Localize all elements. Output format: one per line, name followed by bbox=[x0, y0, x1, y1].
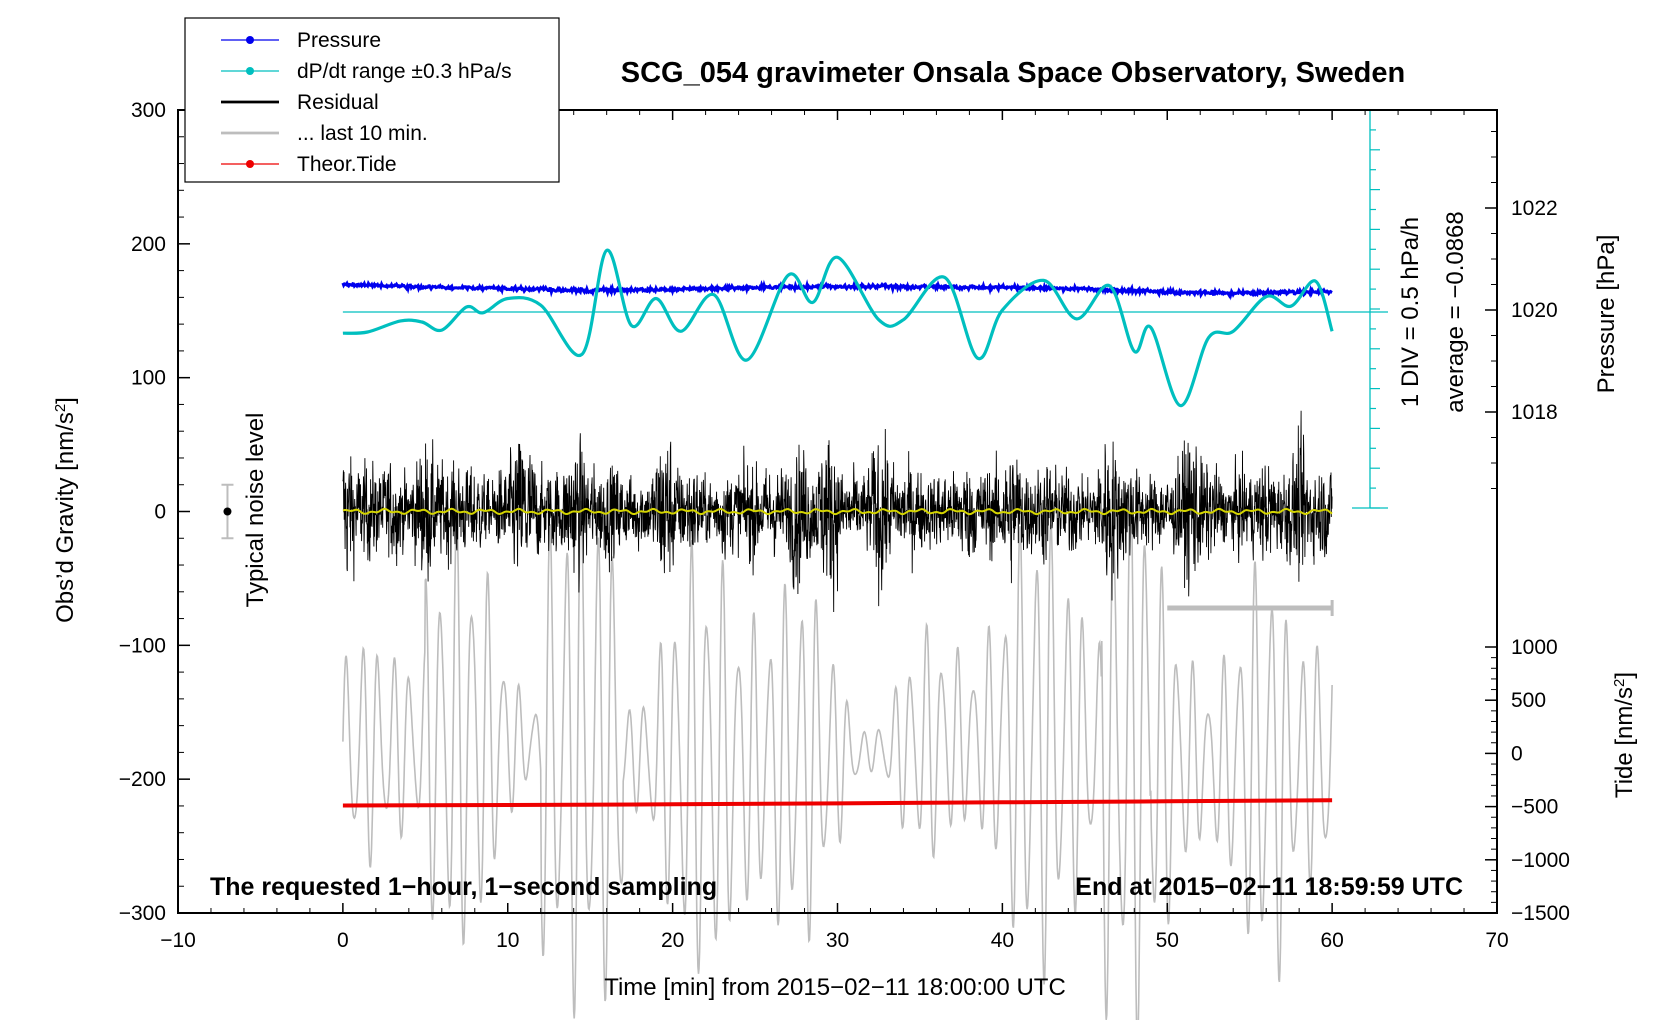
x-tick-label: 30 bbox=[826, 929, 849, 952]
data-layer bbox=[221, 109, 1388, 1020]
series-residual bbox=[342, 410, 1333, 613]
frame-layer bbox=[177, 109, 1498, 914]
dpdt-scale-label: 1 DIV = 0.5 hPa/h bbox=[1397, 217, 1424, 407]
text-layer: SCG_054 gravimeter Onsala Space Observat… bbox=[52, 57, 1639, 1001]
pressure-tick-label: 1022 bbox=[1511, 197, 1558, 220]
bottom-right-note: End at 2015−02−11 18:59:59 UTC bbox=[1075, 873, 1463, 901]
noise-level-label: Typical noise level bbox=[242, 413, 269, 608]
series-tide-grey bbox=[342, 482, 1333, 1020]
y-tick-label: 0 bbox=[154, 501, 166, 524]
y-tick-label: 100 bbox=[131, 367, 166, 390]
legend-marker bbox=[246, 67, 254, 75]
dpdt-average-label: average = −0.0868 bbox=[1442, 211, 1469, 413]
legend-item: Theor.Tide bbox=[221, 153, 397, 176]
gravity-axis-label-base: Obs’d Gravity [nm/s bbox=[52, 412, 79, 623]
legend-marker bbox=[246, 36, 254, 44]
y-tick-label: −100 bbox=[119, 634, 166, 657]
chart-title: SCG_054 gravimeter Onsala Space Observat… bbox=[621, 57, 1405, 89]
x-tick-label: 10 bbox=[496, 929, 519, 952]
x-tick-label: 20 bbox=[661, 929, 684, 952]
x-tick-label: 50 bbox=[1156, 929, 1179, 952]
tide-tick-label: −500 bbox=[1511, 796, 1558, 819]
tide-tick-label: 500 bbox=[1511, 689, 1546, 712]
legend-label: Theor.Tide bbox=[297, 153, 397, 176]
x-tick-label: 0 bbox=[337, 929, 349, 952]
x-tick-label: 60 bbox=[1320, 929, 1343, 952]
series-pressure bbox=[341, 279, 1333, 301]
x-tick-label: −10 bbox=[160, 929, 196, 952]
noise-level-marker bbox=[221, 483, 234, 540]
pressure-tick-label: 1018 bbox=[1511, 401, 1558, 424]
tide-tick-label: −1500 bbox=[1511, 902, 1570, 925]
legend-marker bbox=[246, 160, 254, 168]
legend-item: ... last 10 min. bbox=[221, 122, 428, 145]
series-dpdt bbox=[342, 248, 1334, 408]
y-tick-label: −200 bbox=[119, 768, 166, 791]
x-tick-label: 70 bbox=[1485, 929, 1508, 952]
tide-tick-label: −1000 bbox=[1511, 849, 1570, 872]
legend-label: Residual bbox=[297, 91, 379, 114]
pressure-axis-label: Pressure [hPa] bbox=[1593, 235, 1620, 394]
tide-axis-label: Tide [nm/s2] bbox=[1611, 672, 1639, 798]
tide-axis-label-base: Tide [nm/s bbox=[1611, 687, 1638, 798]
gravity-axis-label: Obs’d Gravity [nm/s2] bbox=[52, 397, 80, 623]
tide-tick-label: 1000 bbox=[1511, 636, 1558, 659]
series-theoretical-tide bbox=[342, 798, 1333, 808]
gravity-axis-label-sup: 2 bbox=[52, 404, 69, 412]
pressure-tick-label: 1020 bbox=[1511, 299, 1558, 322]
series-residual-smoothed bbox=[342, 507, 1333, 516]
x-tick-label: 40 bbox=[991, 929, 1014, 952]
gravity-axis-label-end: ] bbox=[52, 397, 79, 404]
legend-box bbox=[184, 17, 560, 183]
legend-label: Pressure bbox=[297, 29, 381, 52]
tide-axis-label-end: ] bbox=[1611, 672, 1638, 679]
x-axis-label: Time [min] from 2015−02−11 18:00:00 UTC bbox=[604, 974, 1066, 1001]
tide-axis-label-sup: 2 bbox=[1611, 679, 1628, 687]
y-tick-label: −300 bbox=[119, 902, 166, 925]
legend: Pressure dP/dt range ±0.3 hPa/s Residual..… bbox=[184, 17, 560, 183]
noise-level-dot bbox=[223, 507, 232, 516]
legend-label: ... last 10 min. bbox=[297, 122, 428, 145]
bottom-left-note: The requested 1−hour, 1−second sampling bbox=[210, 873, 717, 901]
y-tick-label: 300 bbox=[131, 99, 166, 122]
legend-item: Residual bbox=[221, 91, 379, 114]
y-tick-label: 200 bbox=[131, 233, 166, 256]
legend-label: dP/dt range ±0.3 hPa/s bbox=[297, 60, 512, 83]
legend-item: Pressure bbox=[221, 29, 381, 52]
tide-tick-label: 0 bbox=[1511, 742, 1523, 765]
legend-item: dP/dt range ±0.3 hPa/s bbox=[221, 60, 512, 83]
